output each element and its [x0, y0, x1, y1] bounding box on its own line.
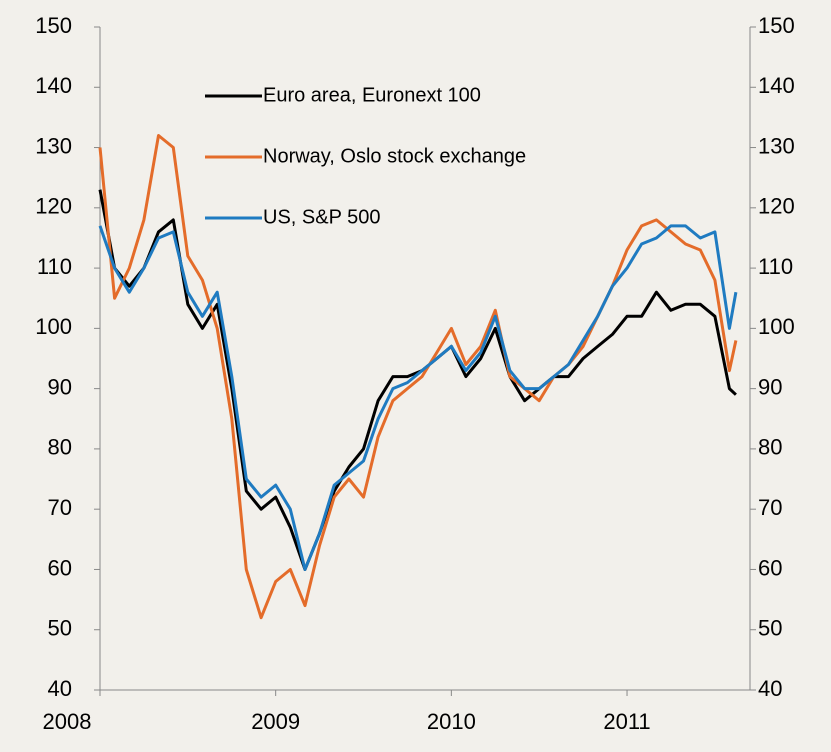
y2-tick-label: 60 [758, 555, 782, 580]
y-tick-label: 140 [35, 73, 72, 98]
y2-tick-label: 70 [758, 495, 782, 520]
y2-tick-label: 40 [758, 676, 782, 701]
y-tick-label: 60 [48, 555, 72, 580]
y-tick-label: 40 [48, 676, 72, 701]
y-tick-label: 50 [48, 616, 72, 641]
y2-tick-label: 90 [758, 374, 782, 399]
y2-tick-label: 80 [758, 435, 782, 460]
x-tick-label: 2010 [427, 709, 476, 734]
y2-tick-label: 140 [758, 73, 795, 98]
y2-tick-label: 110 [758, 254, 793, 279]
series-line [98, 134, 738, 620]
y2-tick-label: 100 [758, 314, 795, 339]
y-tick-label: 70 [48, 495, 72, 520]
y-tick-label: 130 [35, 133, 72, 158]
series-line [98, 224, 738, 571]
x-tick-label: 2011 [603, 709, 650, 734]
y2-tick-label: 120 [758, 194, 795, 219]
legend-label: US, S&P 500 [263, 206, 380, 228]
y2-tick-label: 130 [758, 133, 795, 158]
y-tick-label: 80 [48, 435, 72, 460]
y-tick-label: 150 [35, 13, 72, 38]
legend-label: Euro area, Euronext 100 [263, 84, 481, 106]
y2-tick-label: 150 [758, 13, 795, 38]
y-tick-label: 100 [35, 314, 72, 339]
y-tick-label: 110 [37, 254, 72, 279]
legend-label: Norway, Oslo stock exchange [263, 145, 526, 167]
y-tick-label: 90 [48, 374, 72, 399]
x-tick-label: 2008 [43, 709, 92, 734]
x-tick-label: 2009 [251, 709, 300, 734]
y-tick-label: 120 [35, 194, 72, 219]
y2-tick-label: 50 [758, 616, 782, 641]
